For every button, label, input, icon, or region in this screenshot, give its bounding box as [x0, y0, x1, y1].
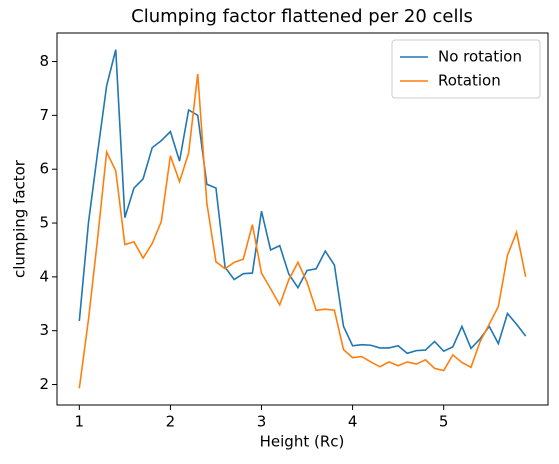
legend-label: No rotation	[438, 48, 522, 66]
legend-box	[391, 39, 541, 99]
line-series	[78, 49, 527, 355]
x-tick-label: 1	[75, 413, 85, 431]
y-tick-label: 3	[39, 321, 49, 339]
y-axis-label: clumping factor	[11, 159, 29, 278]
x-tick-label: 2	[166, 413, 176, 431]
x-tick-label: 4	[348, 413, 358, 431]
chart-title: Clumping factor flattened per 20 cells	[131, 6, 473, 27]
y-tick-label: 6	[39, 160, 49, 178]
x-tick-label: 5	[439, 413, 449, 431]
plot-frame	[56, 32, 549, 406]
y-tick-label: 2	[39, 375, 49, 393]
x-axis-label: Height (Rc)	[260, 433, 345, 451]
y-tick-label: 7	[39, 106, 49, 124]
legend-label: Rotation	[438, 72, 501, 90]
y-tick-label: 5	[39, 214, 49, 232]
y-tick-label: 8	[39, 52, 49, 70]
x-tick-label: 3	[257, 413, 267, 431]
line-series	[78, 73, 527, 389]
legend: No rotation Rotation	[391, 39, 541, 99]
y-tick-label: 4	[39, 267, 49, 285]
